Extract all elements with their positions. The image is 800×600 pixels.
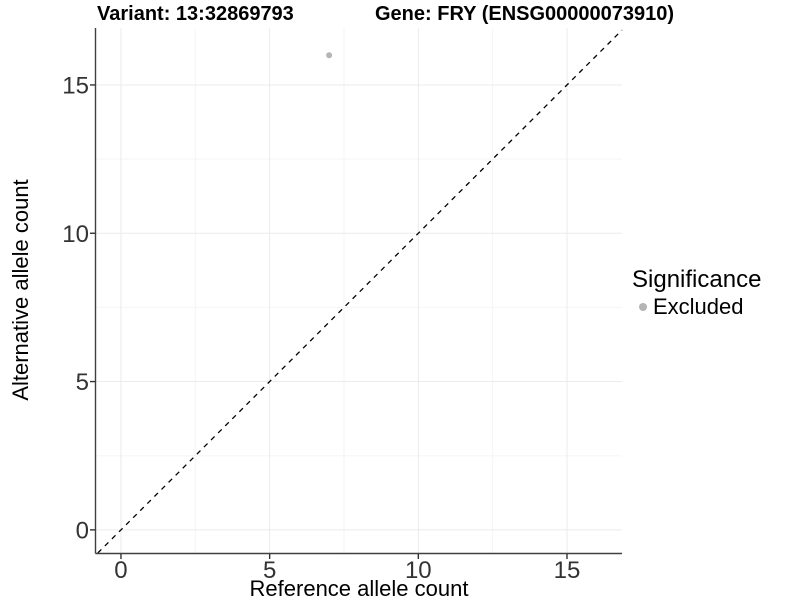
x-axis-title: Reference allele count <box>249 576 469 600</box>
x-tick-label: 15 <box>554 557 581 584</box>
y-tick-label: 10 <box>62 221 89 248</box>
x-tick-label: 5 <box>263 557 276 584</box>
plot-title-gene: Gene: FRY (ENSG00000073910) <box>375 3 675 25</box>
legend-item-excluded: Excluded <box>632 294 761 320</box>
y-axis-title: Alternative allele count <box>8 179 33 401</box>
x-tick-label: 0 <box>114 557 127 584</box>
x-tick-label: 10 <box>405 557 432 584</box>
y-tick-label: 0 <box>76 517 89 544</box>
legend-title: Significance <box>632 266 762 293</box>
plot-title-variant: Variant: 13:32869793 <box>97 3 294 25</box>
legend-point-icon <box>639 303 647 311</box>
legend-item-label: Excluded <box>653 294 744 319</box>
identity-line <box>97 29 623 554</box>
y-tick-label: 5 <box>76 369 89 396</box>
data-point <box>326 52 333 59</box>
y-tick-label: 15 <box>62 72 89 99</box>
legend: Significance Excluded <box>632 266 761 320</box>
